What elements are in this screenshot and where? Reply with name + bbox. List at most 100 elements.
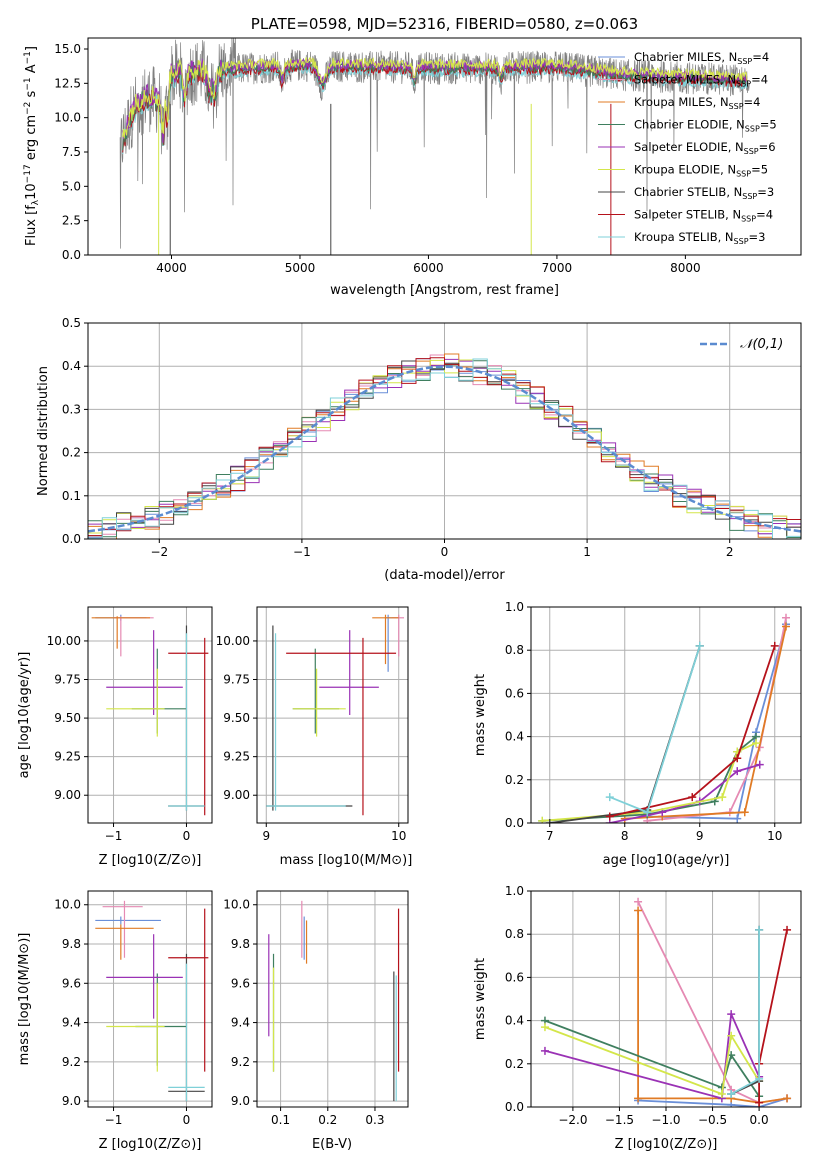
legend-nssp-value: =4 bbox=[744, 95, 761, 109]
mass-vs-extinction-xlabel: E(B-V) bbox=[312, 1137, 352, 1152]
weight-vs-age-ylabel: mass weight bbox=[473, 674, 488, 756]
x-tick-label: 0 bbox=[183, 829, 191, 843]
x-tick-label: −1.0 bbox=[651, 1113, 680, 1127]
weight-line-salpeter-stelib bbox=[758, 929, 788, 1103]
y-tick-label: 2.5 bbox=[62, 214, 81, 228]
y-tick-label: 5.0 bbox=[62, 179, 81, 193]
spectrum-legend: Chabrier MILES, NSSP=4 Salpeter MILES, NS… bbox=[598, 50, 777, 246]
weight-marker-kroupa-miles bbox=[740, 808, 749, 817]
y-tick-label: 9.2 bbox=[231, 1055, 250, 1069]
y-tick-label: 9.75 bbox=[223, 673, 250, 687]
y-tick-label: 10.0 bbox=[54, 111, 81, 125]
weight-marker-kroupa-miles bbox=[634, 906, 643, 915]
age-vs-mass-frame bbox=[256, 606, 409, 824]
legend-label-kroupa-elodie: Kroupa ELODIE, NSSP=5 bbox=[634, 163, 768, 179]
y-tick-label: 10.00 bbox=[47, 634, 81, 648]
x-tick-label: 0 bbox=[183, 1113, 191, 1127]
y-tick-label: 0.3 bbox=[62, 402, 81, 416]
residuals-xlabel: (data-model)/error bbox=[384, 568, 505, 583]
weight-marker-kroupa-miles bbox=[782, 622, 790, 631]
age-vs-metallicity-ylabel: age [log10(age/yr)] bbox=[17, 652, 32, 779]
weight-vs-metallicity-panel: −2.0 −1.5 −1.0 −0.5 0.0 0.0 0.2 0.4 0.6 0.8 1.0 Z … bbox=[473, 884, 802, 1152]
x-tick-label: 0.0 bbox=[750, 1113, 769, 1127]
normal-reference-curve bbox=[88, 365, 801, 533]
weight-marker-salpeter-elodie bbox=[727, 1010, 736, 1019]
x-tick-label: 10 bbox=[767, 829, 782, 843]
x-tick-label: −2.0 bbox=[558, 1113, 587, 1127]
weight-marker-salpeter-stelib bbox=[688, 793, 697, 802]
weight-line-salpeter-stelib bbox=[609, 645, 776, 818]
age-vs-mass-xlabel: mass [log10(M/M⊙)] bbox=[280, 853, 413, 868]
x-tick-label: 0.1 bbox=[271, 1113, 290, 1127]
y-tick-label: 0.1 bbox=[62, 489, 81, 503]
x-tick-label: 1 bbox=[583, 545, 591, 559]
x-tick-label: −1 bbox=[105, 829, 123, 843]
x-tick-label: 7000 bbox=[542, 261, 573, 275]
weight-marker-kroupa-elodie bbox=[538, 816, 547, 823]
x-tick-label: 8000 bbox=[670, 261, 701, 275]
x-tick-label: 0.2 bbox=[318, 1113, 337, 1127]
legend-subscript: SSP bbox=[745, 125, 760, 134]
residual-histogram-chabrier-stelib bbox=[88, 360, 801, 539]
legend-subscript: SSP bbox=[729, 102, 744, 111]
y-tick-label: 10.0 bbox=[54, 898, 81, 912]
y-tick-label: 0.0 bbox=[505, 816, 524, 830]
legend-nssp-value: =5 bbox=[760, 118, 777, 132]
y-tick-label: 9.6 bbox=[231, 976, 250, 990]
x-tick-label: −0.5 bbox=[698, 1113, 727, 1127]
weight-line-kroupa-elodie bbox=[544, 1026, 760, 1096]
legend-nssp-value: =6 bbox=[759, 140, 776, 154]
y-tick-label: 9.00 bbox=[54, 788, 81, 802]
residual-histogram-kroupa-stelib bbox=[88, 358, 801, 539]
weight-marker-salpeter-stelib bbox=[770, 641, 779, 650]
weight-marker-salpeter-elodie bbox=[733, 767, 742, 776]
weight-line-chabrier-miles bbox=[638, 1097, 788, 1107]
y-tick-label: 9.50 bbox=[223, 711, 250, 725]
weight-vs-age-frame bbox=[530, 606, 802, 824]
y-tick-label: 0.4 bbox=[505, 730, 524, 744]
x-tick-label: 2 bbox=[726, 545, 734, 559]
y-tick-label: 10.00 bbox=[216, 634, 250, 648]
y-tick-label: 9.25 bbox=[54, 750, 81, 764]
weight-vs-metallicity-xlabel: Z [log10(Z/Z⊙)] bbox=[615, 1137, 718, 1152]
legend-subscript: SSP bbox=[741, 215, 756, 224]
y-tick-label: 10.0 bbox=[223, 898, 250, 912]
y-tick-label: 9.75 bbox=[54, 673, 81, 687]
legend-subscript: SSP bbox=[736, 170, 751, 179]
mass-vs-extinction-frame bbox=[256, 890, 409, 1108]
y-tick-label: 9.0 bbox=[231, 1094, 250, 1108]
residuals-legend-label: 𝒩(0,1) bbox=[740, 337, 783, 352]
weight-line-kroupa-miles bbox=[624, 626, 787, 820]
y-tick-label: 0.8 bbox=[505, 927, 524, 941]
x-tick-label: 9 bbox=[262, 829, 270, 843]
y-tick-label: 1.0 bbox=[505, 600, 524, 614]
y-tick-label: 9.4 bbox=[62, 1016, 81, 1030]
legend-label-salpeter-stelib: Salpeter STELIB, NSSP=4 bbox=[634, 208, 773, 224]
weight-line-chabrier-elodie bbox=[544, 1019, 760, 1097]
x-tick-label: 8 bbox=[621, 829, 629, 843]
age-vs-mass-panel: 9 10 9.00 9.25 9.50 9.75 10.00 mass [log10(M/M… bbox=[216, 606, 413, 868]
weight-marker-chabrier-stelib bbox=[545, 819, 554, 823]
weight-marker-salpeter-stelib bbox=[755, 1098, 764, 1107]
y-tick-label: 0.0 bbox=[62, 248, 81, 262]
mass-vs-metallicity-ylabel: mass [log10(M/M⊙)] bbox=[17, 933, 32, 1066]
legend-nssp-value: =3 bbox=[757, 185, 774, 199]
spectrum-ylabel: Flux [fλ10−17 erg cm−2 s−1 A−1] bbox=[23, 46, 41, 246]
legend-label-kroupa-miles: Kroupa MILES, NSSP=4 bbox=[634, 95, 760, 111]
y-tick-label: 0.4 bbox=[62, 359, 81, 373]
y-tick-label: 0.2 bbox=[62, 446, 81, 460]
x-tick-label: 6000 bbox=[413, 261, 444, 275]
weight-line-salpeter-elodie bbox=[544, 1010, 760, 1100]
x-tick-label: 4000 bbox=[156, 261, 187, 275]
weight-marker-kroupa-elodie bbox=[718, 793, 727, 802]
weight-marker-kroupa-stelib bbox=[695, 641, 704, 650]
weight-marker-salpeter-miles bbox=[782, 613, 790, 622]
y-tick-label: 7.5 bbox=[62, 145, 81, 159]
legend-subscript: SSP bbox=[734, 237, 749, 246]
legend-label-chabrier-stelib: Chabrier STELIB, NSSP=3 bbox=[634, 185, 774, 201]
weight-vs-age-panel: 7 8 9 10 0.0 0.2 0.4 0.6 0.8 1.0 age [log10(age/y… bbox=[473, 600, 802, 868]
weight-marker-salpeter-elodie bbox=[540, 1046, 549, 1055]
x-tick-label: 7 bbox=[546, 829, 554, 843]
weight-marker-kroupa-miles bbox=[634, 1094, 643, 1103]
